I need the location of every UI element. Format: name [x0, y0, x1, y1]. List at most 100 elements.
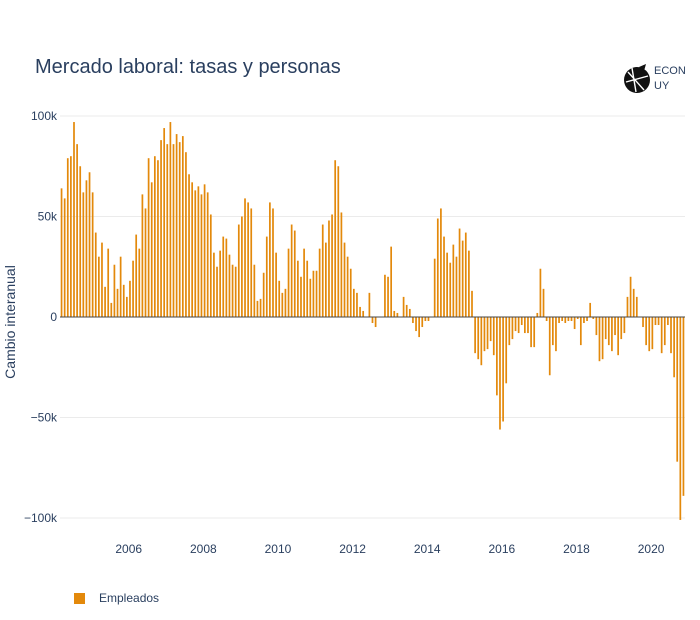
- bar: [586, 316, 588, 321]
- econ-uy-logo[interactable]: ECON UY: [622, 62, 692, 98]
- bar: [284, 288, 287, 317]
- bar: [231, 264, 234, 317]
- bar: [427, 316, 430, 321]
- y-tick-label: 50k: [38, 209, 58, 223]
- bar: [349, 268, 352, 317]
- bar: [315, 270, 318, 317]
- bar: [461, 240, 464, 317]
- bar: [247, 202, 249, 317]
- bar: [113, 264, 116, 317]
- bar: [679, 316, 682, 520]
- y-tick-label: −50k: [31, 410, 58, 424]
- bar: [390, 246, 393, 317]
- econ-uy-logo-icon: [624, 64, 650, 93]
- bar: [660, 316, 663, 354]
- bar: [601, 316, 604, 360]
- bar: [362, 310, 365, 317]
- bar: [275, 252, 277, 317]
- bar: [126, 296, 128, 317]
- bar: [172, 144, 175, 317]
- bar: [287, 248, 290, 317]
- x-tick-label: 2010: [265, 542, 292, 556]
- bar: [132, 260, 134, 317]
- bar: [94, 232, 97, 317]
- bar: [567, 316, 570, 321]
- bar: [309, 278, 312, 317]
- bar: [617, 316, 619, 356]
- bar: [209, 214, 212, 317]
- bar: [421, 316, 424, 328]
- bar: [91, 192, 94, 317]
- bar: [181, 136, 184, 317]
- x-tick-label: 2008: [190, 542, 217, 556]
- bar: [564, 316, 567, 324]
- bar: [228, 254, 231, 317]
- bar: [604, 316, 607, 340]
- bar: [477, 316, 480, 360]
- bar: [480, 316, 483, 366]
- bar: [60, 188, 63, 317]
- bar: [129, 280, 131, 317]
- bar: [256, 300, 259, 317]
- bar: [408, 308, 411, 317]
- bar: [334, 160, 337, 317]
- legend-label-empleados: Empleados: [99, 591, 160, 605]
- bar: [138, 248, 141, 317]
- bar: [194, 190, 197, 317]
- bar: [337, 166, 340, 317]
- bar: [321, 224, 324, 317]
- bar: [281, 292, 284, 317]
- bar: [163, 128, 166, 317]
- bar: [122, 284, 125, 317]
- bar: [663, 316, 666, 346]
- bar: [387, 276, 389, 317]
- x-axis-ticks: 2006 2008 2010 2012 2014 2016 2018 2020: [115, 542, 664, 556]
- bar: [464, 232, 467, 317]
- bar: [511, 316, 514, 340]
- bar: [418, 316, 420, 338]
- bar: [356, 292, 358, 317]
- bar: [216, 266, 218, 317]
- bar: [141, 194, 144, 317]
- bar: [368, 292, 371, 317]
- bar: [542, 288, 545, 317]
- bar: [412, 316, 414, 324]
- bar: [374, 316, 377, 328]
- bar: [539, 268, 542, 317]
- bar: [433, 258, 436, 317]
- bar: [303, 248, 305, 317]
- bar: [648, 316, 651, 352]
- bar: [206, 192, 209, 317]
- bar: [626, 296, 629, 317]
- logo-text: ECON UY: [654, 64, 686, 94]
- bar: [178, 142, 181, 317]
- bar: [667, 316, 669, 326]
- bar: [614, 316, 616, 336]
- bar: [483, 316, 486, 352]
- bar: [620, 316, 623, 340]
- bar: [340, 212, 343, 317]
- y-axis-title: Cambio interanual: [2, 265, 18, 379]
- bar: [458, 228, 461, 317]
- bar: [561, 316, 564, 321]
- bar: [440, 208, 442, 317]
- bar: [623, 316, 626, 334]
- bar: [331, 214, 333, 317]
- bar: [150, 182, 153, 317]
- bar: [297, 260, 299, 317]
- bar: [188, 174, 190, 317]
- x-tick-label: 2014: [414, 542, 441, 556]
- bar: [213, 252, 215, 317]
- bar: [63, 198, 66, 317]
- bar: [359, 306, 361, 317]
- legend[interactable]: Empleados: [74, 591, 159, 605]
- bar: [496, 316, 498, 396]
- bar: [524, 316, 526, 334]
- bar: [520, 316, 523, 326]
- bar: [269, 202, 271, 317]
- bar: [402, 296, 405, 317]
- bar: [278, 280, 281, 317]
- bar: [147, 158, 150, 317]
- logo-text-line1: ECON: [654, 65, 686, 77]
- x-tick-label: 2016: [489, 542, 516, 556]
